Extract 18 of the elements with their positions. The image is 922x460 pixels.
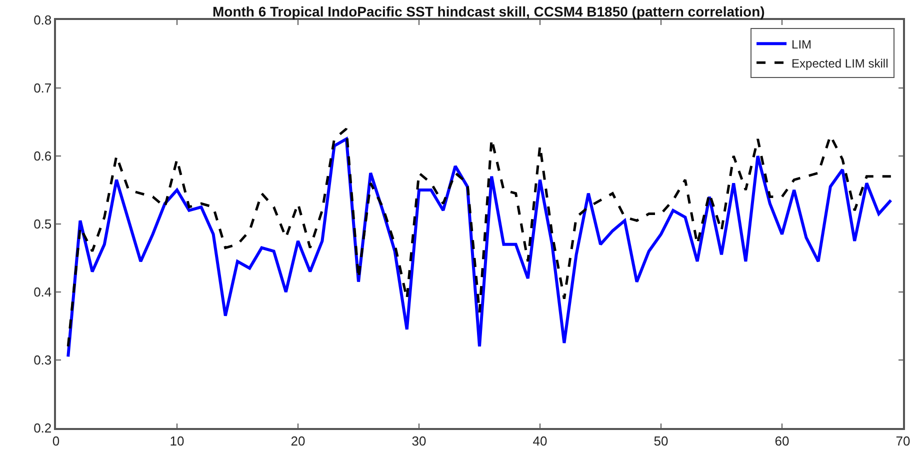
y-tick-label: 0.2 [34,420,52,436]
y-tick-label: 0.5 [34,216,52,232]
y-tick-label: 0.4 [34,284,52,300]
y-tick-label: 0.3 [34,352,52,368]
x-tick-label: 20 [290,433,306,448]
x-tick-label: 30 [412,433,426,448]
legend-label: LIM [792,37,812,52]
x-tick-label: 70 [896,433,910,448]
y-tick-label: 0.6 [34,148,52,164]
y-tick-label: 0.8 [34,12,52,28]
y-tick-label: 0.7 [34,80,52,96]
x-tick-label: 10 [170,433,184,448]
x-tick-label: 40 [532,433,548,448]
x-tick-label: 60 [774,433,790,448]
legend-label: Expected LIM skill [792,56,888,70]
x-tick-label: 0 [52,433,60,448]
x-tick-label: 50 [654,433,668,448]
chart-title: Month 6 Tropical IndoPacific SST hindcast skill, CCSM4 B1850 (pattern correlation) [212,4,765,20]
